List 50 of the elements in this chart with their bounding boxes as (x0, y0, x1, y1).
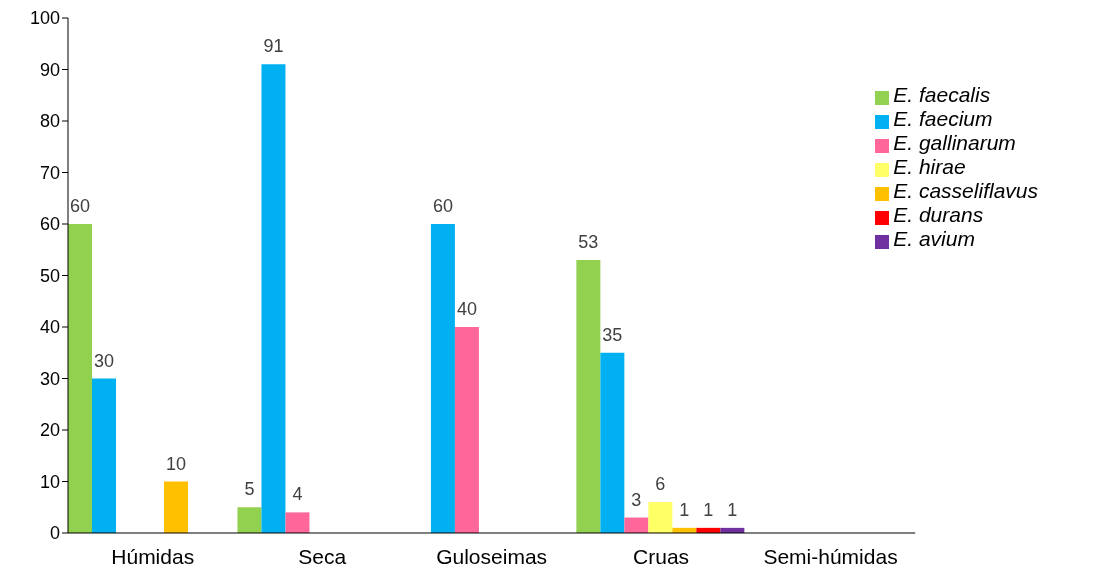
legend-label: E. avium (893, 227, 975, 250)
x-tick-label: Cruas (633, 544, 690, 568)
y-tick-label: 60 (39, 214, 60, 235)
y-tick-label: 10 (39, 471, 60, 492)
legend-label: E. faecalis (893, 83, 991, 106)
data-label: 10 (165, 453, 187, 474)
y-tick-label: 40 (39, 317, 60, 338)
y-tick-label: 50 (39, 265, 60, 286)
data-label: 1 (727, 499, 738, 520)
bar (164, 481, 188, 533)
data-label: 35 (602, 324, 623, 345)
data-label: 4 (292, 484, 303, 505)
y-tick-label: 100 (29, 8, 60, 29)
x-tick-label: Seca (298, 544, 347, 568)
data-label: 5 (244, 479, 255, 500)
y-tick-label: 30 (39, 368, 60, 389)
x-tick-label: Húmidas (111, 544, 195, 568)
bar (600, 352, 625, 533)
data-label: 60 (432, 196, 453, 216)
legend-label: E. gallinarum (893, 131, 1016, 154)
legend-label: E. casseliflavus (893, 179, 1038, 202)
bar (576, 260, 601, 533)
data-label: 1 (703, 499, 714, 520)
bar (237, 507, 262, 533)
y-tick-label: 80 (39, 111, 60, 132)
data-label: 6 (655, 474, 666, 495)
data-label: 1 (679, 499, 690, 520)
y-tick-label: 20 (39, 420, 60, 441)
data-label: 30 (93, 350, 115, 371)
bar (624, 517, 649, 533)
bar (648, 502, 673, 533)
y-tick-label: 0 (49, 523, 60, 544)
y-tick-label: 90 (39, 59, 60, 80)
bar (68, 224, 92, 533)
x-tick-label: Semi-húmidas (763, 544, 898, 568)
x-tick-label: Guloseimas (436, 544, 548, 568)
data-label: 40 (456, 299, 477, 319)
bar (261, 64, 286, 533)
legend-label: E. hirae (893, 155, 966, 178)
bar (92, 378, 116, 533)
data-label: 53 (578, 232, 599, 253)
data-label: 60 (69, 196, 91, 216)
bar (454, 327, 479, 533)
bar (285, 512, 310, 533)
legend-label: E. faecium (893, 107, 993, 130)
data-label: 91 (263, 36, 284, 57)
bar (430, 224, 455, 533)
legend-label: E. durans (893, 203, 984, 226)
y-tick-label: 70 (39, 162, 60, 183)
data-label: 3 (631, 489, 642, 510)
